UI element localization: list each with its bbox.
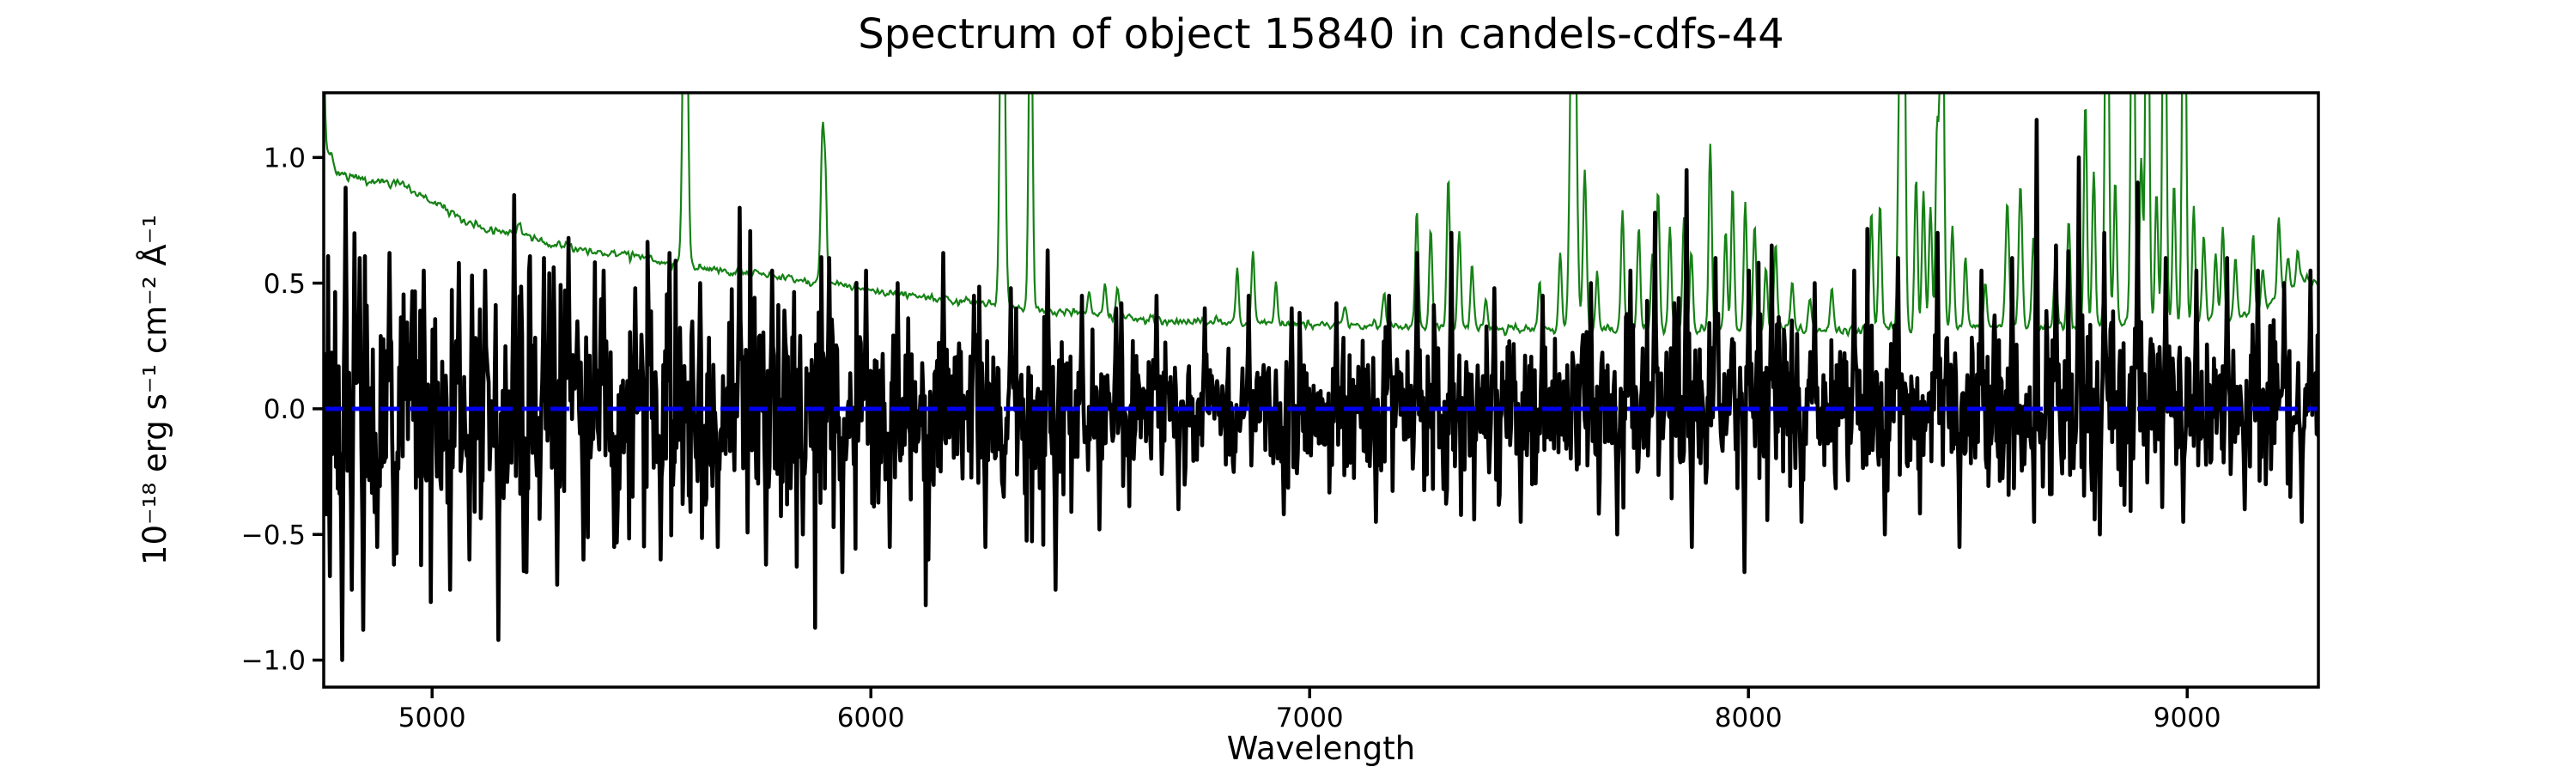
plot-lines-group xyxy=(324,93,2318,662)
y-tick-label: −1.0 xyxy=(241,646,306,677)
x-tick-label: 8000 xyxy=(1715,703,1783,733)
plot-frame xyxy=(322,91,2320,689)
y-tick-label: 0.0 xyxy=(264,394,306,425)
flux-line xyxy=(324,118,2318,662)
sky-noise-line xyxy=(324,93,2318,338)
y-tick-label: 0.5 xyxy=(264,269,306,300)
x-tick-label: 7000 xyxy=(1276,703,1344,733)
y-tick-label: 1.0 xyxy=(264,143,306,174)
x-tick-label: 6000 xyxy=(837,703,905,733)
chart-title: Spectrum of object 15840 in candels-cdfs… xyxy=(858,10,1784,58)
x-tick-label: 9000 xyxy=(2154,703,2221,733)
x-axis-label: Wavelength xyxy=(1226,730,1416,767)
y-tick-label: −0.5 xyxy=(241,520,306,551)
x-tick-label: 5000 xyxy=(398,703,466,733)
